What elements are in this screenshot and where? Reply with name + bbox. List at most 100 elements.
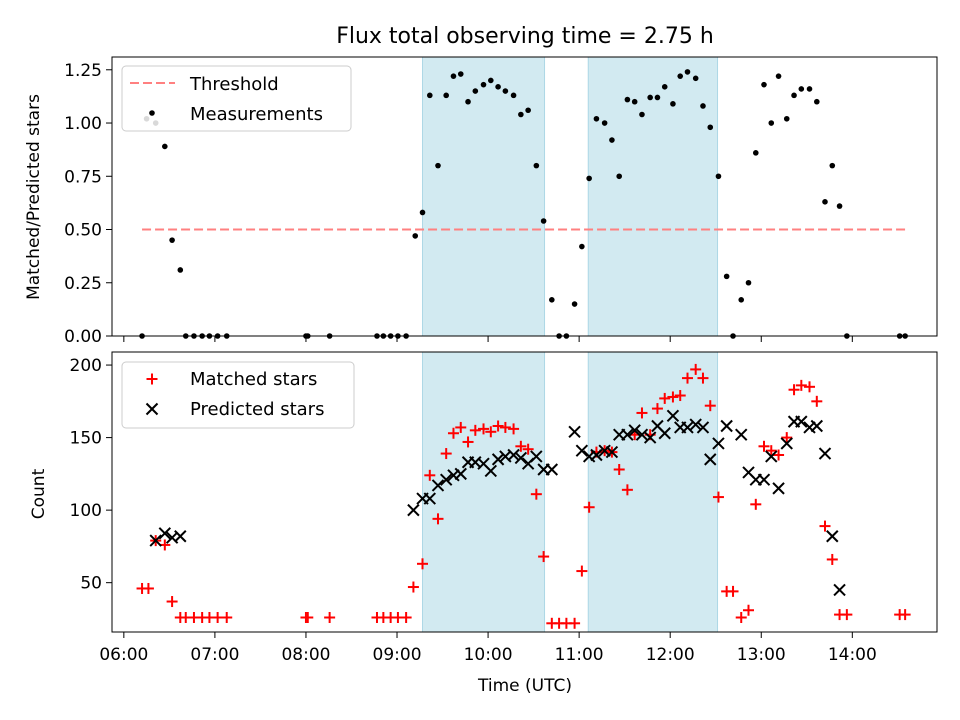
matched-point <box>432 513 444 525</box>
x-tick-label: 13:00 <box>737 645 786 665</box>
measurement-point <box>412 233 419 239</box>
x-tick-label: 14:00 <box>828 645 877 665</box>
legend-threshold-label: Threshold <box>189 74 279 95</box>
predicted-point <box>795 415 808 428</box>
plot-area-bottom <box>136 363 911 629</box>
legend-measurements-swatch <box>149 110 155 116</box>
measurement-point <box>593 115 600 122</box>
measurement-point <box>169 237 175 243</box>
y-tick-label: 200 <box>70 356 102 376</box>
measurement-point <box>692 75 699 82</box>
matched-point <box>583 501 595 513</box>
matched-point <box>773 449 785 461</box>
predicted-point <box>454 467 467 481</box>
x-tick-label: 06:00 <box>99 645 148 665</box>
measurement-point <box>443 92 449 99</box>
legend-x-mark <box>145 402 159 416</box>
x-tick-label: 07:00 <box>190 645 239 665</box>
matched-point <box>400 611 412 623</box>
matched-point <box>712 491 724 503</box>
predicted-point <box>681 421 694 434</box>
matched-point <box>621 484 633 496</box>
x-tick-label: 10:00 <box>464 645 513 665</box>
matched-point <box>743 604 755 616</box>
measurement-point <box>518 111 524 118</box>
matched-point <box>765 445 777 457</box>
y-axis-label-top: Matched/Predicted stars <box>24 94 44 300</box>
legend-bottom: Matched stars Predicted stars <box>121 361 355 429</box>
matched-point <box>674 390 686 402</box>
measurement-point <box>450 73 457 79</box>
measurement-point <box>639 111 645 118</box>
measurement-point <box>647 94 653 101</box>
matched-point <box>485 426 497 438</box>
measurement-point <box>533 162 540 169</box>
y-tick-label: 0.50 <box>64 221 102 241</box>
x-tick-label: 08:00 <box>281 645 330 665</box>
measurement-point <box>579 243 585 250</box>
matched-point <box>758 440 770 452</box>
measurement-point <box>791 92 797 99</box>
measurement-point <box>586 175 592 182</box>
panel-ratio: 0.00 0.25 0.50 0.75 1.00 1.25 <box>64 56 938 347</box>
predicted-point <box>720 419 733 433</box>
measurement-point <box>745 279 752 286</box>
matched-point <box>781 432 793 444</box>
measurement-point <box>435 162 441 169</box>
y-ticks-top: 0.00 0.25 0.50 0.75 1.00 1.25 <box>64 61 112 347</box>
measurement-point <box>723 273 730 280</box>
matched-point <box>819 520 831 532</box>
matched-point <box>735 611 747 623</box>
predicted-point <box>666 409 680 423</box>
predicted-point <box>407 503 420 517</box>
matched-point <box>613 464 625 476</box>
matched-point <box>841 609 853 621</box>
x-ticks-top <box>123 336 853 342</box>
axes-frame-bottom <box>111 351 938 633</box>
matched-point <box>795 379 807 391</box>
measurement-point <box>601 120 608 126</box>
predicted-point <box>174 530 187 543</box>
matched-point <box>417 558 429 570</box>
matched-point <box>508 423 520 435</box>
measurement-point <box>700 103 706 109</box>
matched-point <box>478 423 490 435</box>
legend-top: Threshold Measurements <box>121 65 352 132</box>
matched-point <box>221 611 233 623</box>
predicted-point <box>712 437 725 450</box>
observing-span <box>422 351 546 633</box>
y-tick-label: 1.25 <box>64 61 102 81</box>
measurement-point <box>631 98 638 105</box>
matched-point <box>142 582 154 594</box>
predicted-point <box>735 428 748 441</box>
measurement-point <box>616 173 623 180</box>
matched-point <box>569 617 581 629</box>
matched-point <box>407 581 419 593</box>
predicted-point <box>696 421 710 434</box>
predicted-point <box>439 473 453 486</box>
measurement-point <box>661 84 668 90</box>
matched-point <box>667 391 679 403</box>
predicted-point <box>484 464 498 478</box>
predicted-point <box>689 418 702 431</box>
measurement-point <box>761 81 767 88</box>
y-tick-label: 100 <box>70 501 102 521</box>
matched-point <box>492 420 504 432</box>
predicted-point <box>643 431 657 444</box>
measurement-point <box>480 81 487 88</box>
measurement-point <box>738 296 745 303</box>
predicted-point <box>149 534 162 547</box>
matched-point <box>651 403 663 415</box>
matched-point <box>659 392 671 404</box>
measurement-point <box>684 69 691 75</box>
predicted-point <box>507 448 520 462</box>
panel-counts: 50 100 150 200 06:00 07:00 08:00 09:00 10:00 11:… <box>70 351 938 665</box>
axes-frame-top <box>111 56 938 337</box>
measurement-point <box>707 124 714 131</box>
predicted-point <box>810 419 824 433</box>
measurement-point <box>457 71 464 77</box>
predicted-point <box>818 447 832 460</box>
matched-point <box>750 498 762 510</box>
matched-point <box>462 436 474 448</box>
